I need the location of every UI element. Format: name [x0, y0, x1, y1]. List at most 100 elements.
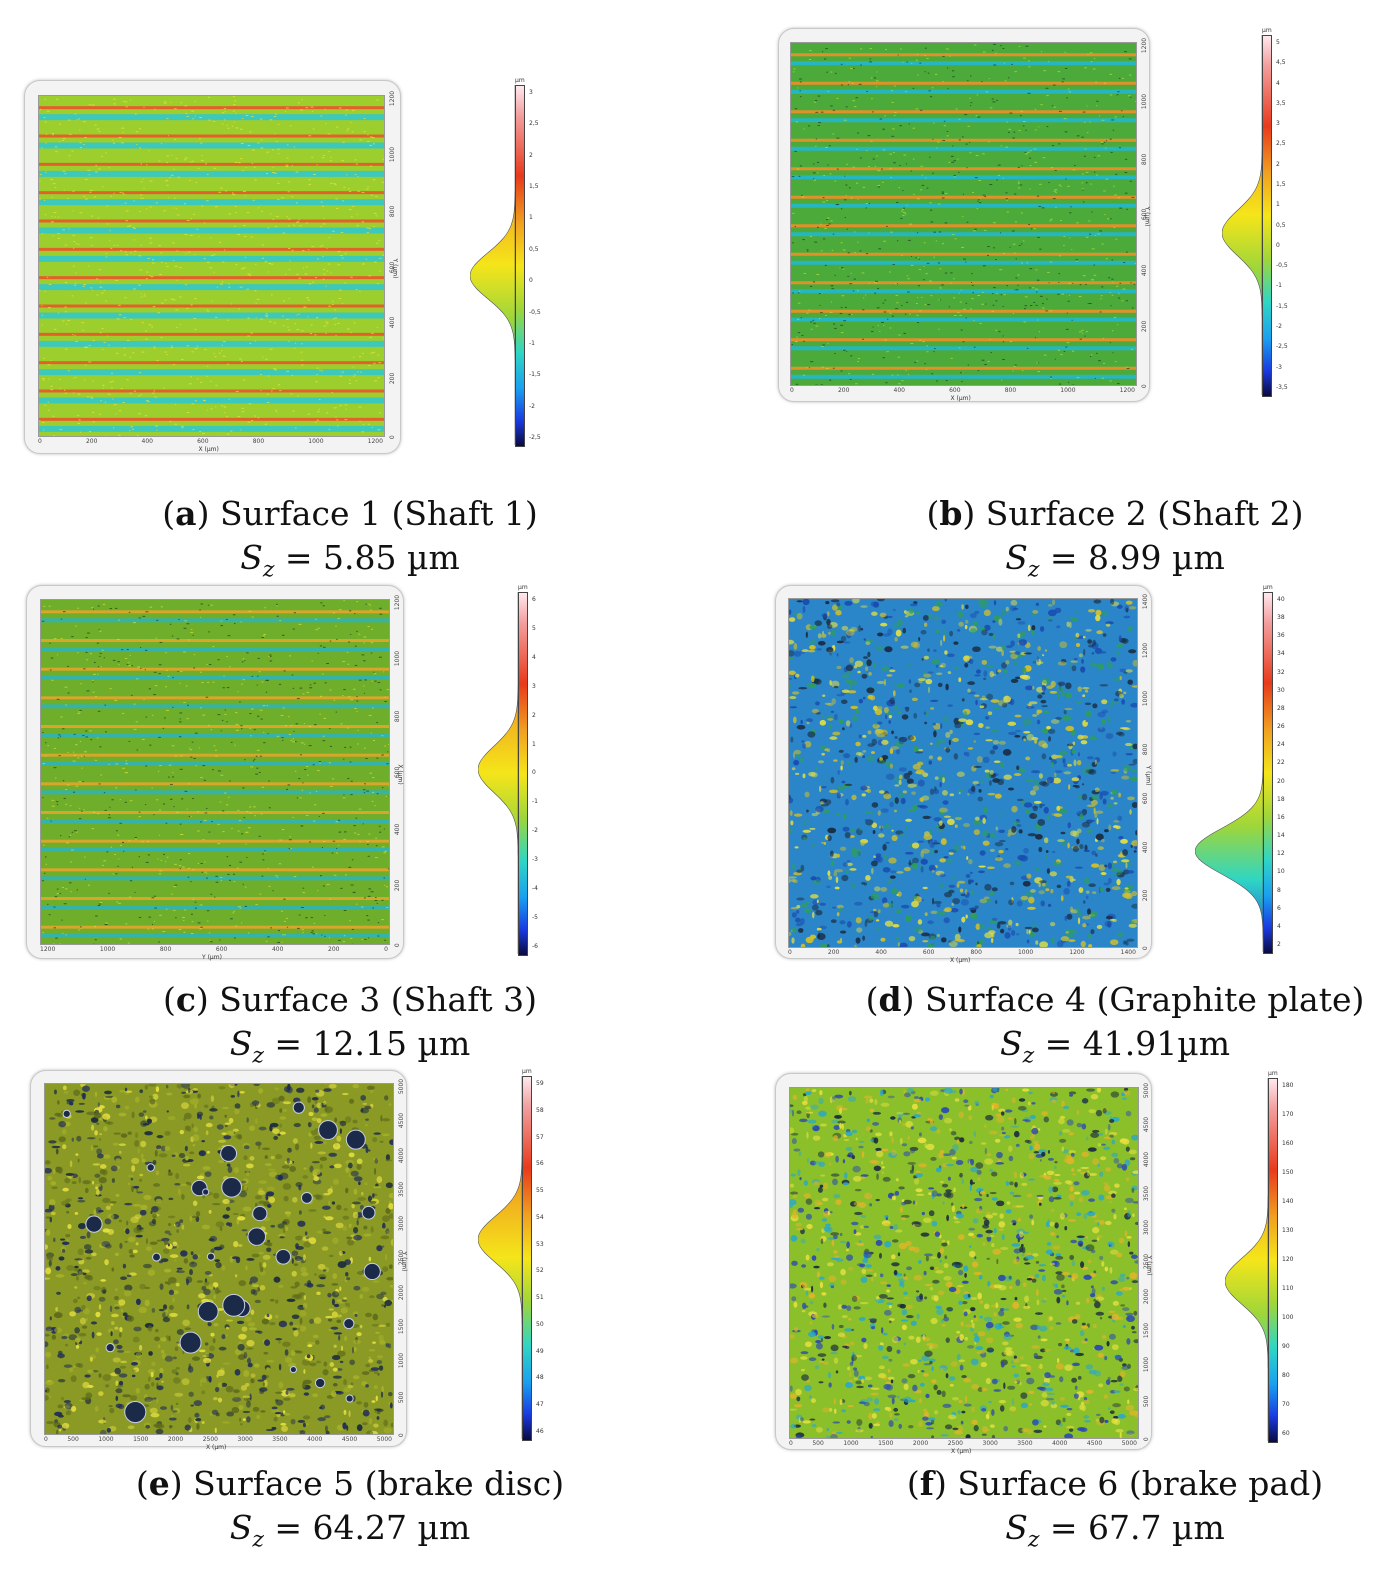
sz-value: = 64.27 µm	[274, 1508, 471, 1547]
x-axis-ticks: 0 500 1000 1500 2000 2500 3000 3500 4000 4500 5000	[789, 1440, 1137, 1447]
y-tick-label: 800	[1141, 153, 1149, 165]
scale-unit: µm	[522, 1068, 532, 1075]
scale-tick-label: 60	[1282, 1430, 1290, 1437]
x-tick-label: 600	[197, 438, 209, 445]
x-tick-label: 1000	[1017, 949, 1034, 956]
scale-tick-label: -2,5	[529, 433, 541, 441]
x-tick-label: 400	[893, 387, 905, 394]
caption-title: (d) Surface 4 (Graphite plate)	[865, 980, 1365, 1019]
scale-tick-label: 3	[1276, 120, 1280, 128]
scale-unit: µm	[518, 584, 528, 591]
x-tick-label: 1500	[878, 1440, 894, 1447]
scale-tick-label: 170	[1282, 1111, 1294, 1118]
caption-title: (f) Surface 6 (brake pad)	[906, 1464, 1324, 1503]
sz-symbol: S	[1005, 1508, 1028, 1547]
sz-subscript: z	[262, 557, 275, 583]
sz-symbol: S	[1005, 538, 1028, 577]
scale-tick-label: 3	[532, 682, 536, 690]
scale-tick-label: 110	[1282, 1285, 1294, 1292]
panel-letter: d	[878, 980, 902, 1019]
sz-value-line: Sz = 41.91µm	[815, 1022, 1391, 1079]
scale-tick-label: -3	[1276, 363, 1282, 371]
x-tick-label: 1200	[1119, 387, 1135, 394]
scale-tick-label: 140	[1282, 1198, 1294, 1205]
y-tick-label: 800	[389, 205, 397, 218]
x-tick-label: 0	[384, 946, 388, 953]
scale-tick-label: 40	[1277, 596, 1285, 603]
x-tick-label: 3500	[1017, 1440, 1033, 1447]
x-tick-label: 600	[949, 387, 961, 394]
x-tick-label: 600	[215, 946, 228, 953]
x-tick-label: 500	[67, 1436, 79, 1443]
x-tick-label: 2000	[912, 1440, 929, 1447]
x-tick-label: 0	[790, 387, 794, 394]
y-tick-label: 0	[1141, 384, 1149, 389]
scale-tick-label: 2	[532, 711, 536, 719]
y-tick-label: 1000	[389, 146, 397, 162]
x-tick-label: 600	[922, 949, 935, 956]
y-tick-label: 1400	[1142, 593, 1150, 610]
scale-tick-label: 54	[536, 1213, 544, 1221]
x-tick-label: 800	[159, 946, 172, 953]
x-tick-label: 4000	[307, 1436, 323, 1443]
y-tick-label: 0	[398, 1433, 406, 1438]
scale-tick-label: 49	[536, 1347, 544, 1355]
scale-tick-label: -2,5	[1276, 343, 1288, 351]
caption-text: Surface 2 (Shaft 2)	[985, 494, 1304, 533]
scale-tick-label: -4	[532, 885, 538, 893]
y-tick-label: 1200	[389, 90, 397, 107]
scale-tick-label: 2	[529, 151, 533, 159]
x-tick-label: 200	[85, 438, 98, 445]
scale-tick-label: 4	[1277, 922, 1281, 930]
x-tick-label: 1200	[40, 946, 56, 953]
scale-unit: µm	[1268, 1070, 1278, 1077]
scale-tick-label: 1	[529, 214, 533, 222]
sz-subscript: z	[1027, 1527, 1040, 1553]
y-tick-label: 5000	[1143, 1082, 1151, 1099]
scale-tick-label: 130	[1282, 1227, 1294, 1234]
y-tick-label: 4500	[398, 1113, 406, 1129]
scale-tick-label: 10	[1277, 868, 1285, 876]
x-tick-label: 1000	[308, 438, 324, 445]
x-axis-ticks: 0 200 400 600 800 1000 1200 1400	[788, 949, 1136, 956]
scale-tick-label: 22	[1277, 759, 1285, 767]
scale-tick-label: 2	[1276, 160, 1280, 168]
scale-unit: µm	[515, 77, 525, 84]
scale-ticks: 5 4,5 4 3,5 3 2,5 2 1,5 1 0,5 0 -0,5 -1 -1,5 -2 -2,5 -3 -…	[1276, 39, 1288, 391]
y-tick-label: 1200	[1142, 642, 1150, 658]
scale-tick-label: 59	[536, 1080, 544, 1087]
scale-tick-label: 150	[1282, 1169, 1294, 1176]
sz-subscript: z	[1022, 1043, 1035, 1069]
scale-tick-label: 1,5	[1276, 180, 1286, 188]
x-tick-label: 800	[970, 949, 982, 956]
scale-tick-label: 50	[536, 1320, 544, 1328]
caption-title: (c) Surface 3 (Shaft 3)	[162, 980, 538, 1019]
x-axis-label: X (µm)	[950, 957, 971, 964]
color-scale-bar	[1262, 35, 1272, 397]
scale-tick-label: 30	[1277, 686, 1285, 694]
scale-tick-label: 56	[536, 1160, 544, 1168]
scale-tick-label: 47	[536, 1401, 544, 1409]
caption-title: (b) Surface 2 (Shaft 2)	[926, 494, 1304, 533]
caption-title: (a) Surface 1 (Shaft 1)	[162, 494, 538, 533]
height-distribution-curve	[470, 85, 515, 445]
y-axis-label: Y (µm)	[400, 1251, 408, 1272]
sz-value: = 8.99 µm	[1049, 538, 1225, 577]
y-tick-label: 1200	[394, 594, 402, 611]
color-scale-bar	[515, 85, 525, 447]
x-tick-label: 0	[44, 1436, 48, 1443]
scale-tick-label: 38	[1277, 614, 1285, 622]
scale-tick-label: 5	[1276, 39, 1280, 46]
scale-tick-label: 34	[1277, 650, 1285, 658]
scale-tick-label: 5	[532, 624, 536, 632]
scale-tick-label: 2	[1277, 940, 1281, 948]
scale-ticks: 6 5 4 3 2 1 0 -1 -2 -3 -4 -5 -6	[532, 596, 538, 950]
color-scale-bar	[1268, 1078, 1278, 1443]
x-axis-label: X (µm)	[198, 446, 219, 453]
figure-caption: (a) Surface 1 (Shaft 1) Sz = 5.85 µm	[50, 492, 650, 593]
scale-tick-label: 180	[1282, 1082, 1294, 1089]
x-tick-label: 200	[837, 387, 850, 394]
x-tick-label: 4500	[341, 1436, 358, 1443]
y-axis-label: X (µm)	[396, 764, 404, 785]
sz-symbol: S	[999, 1024, 1023, 1063]
